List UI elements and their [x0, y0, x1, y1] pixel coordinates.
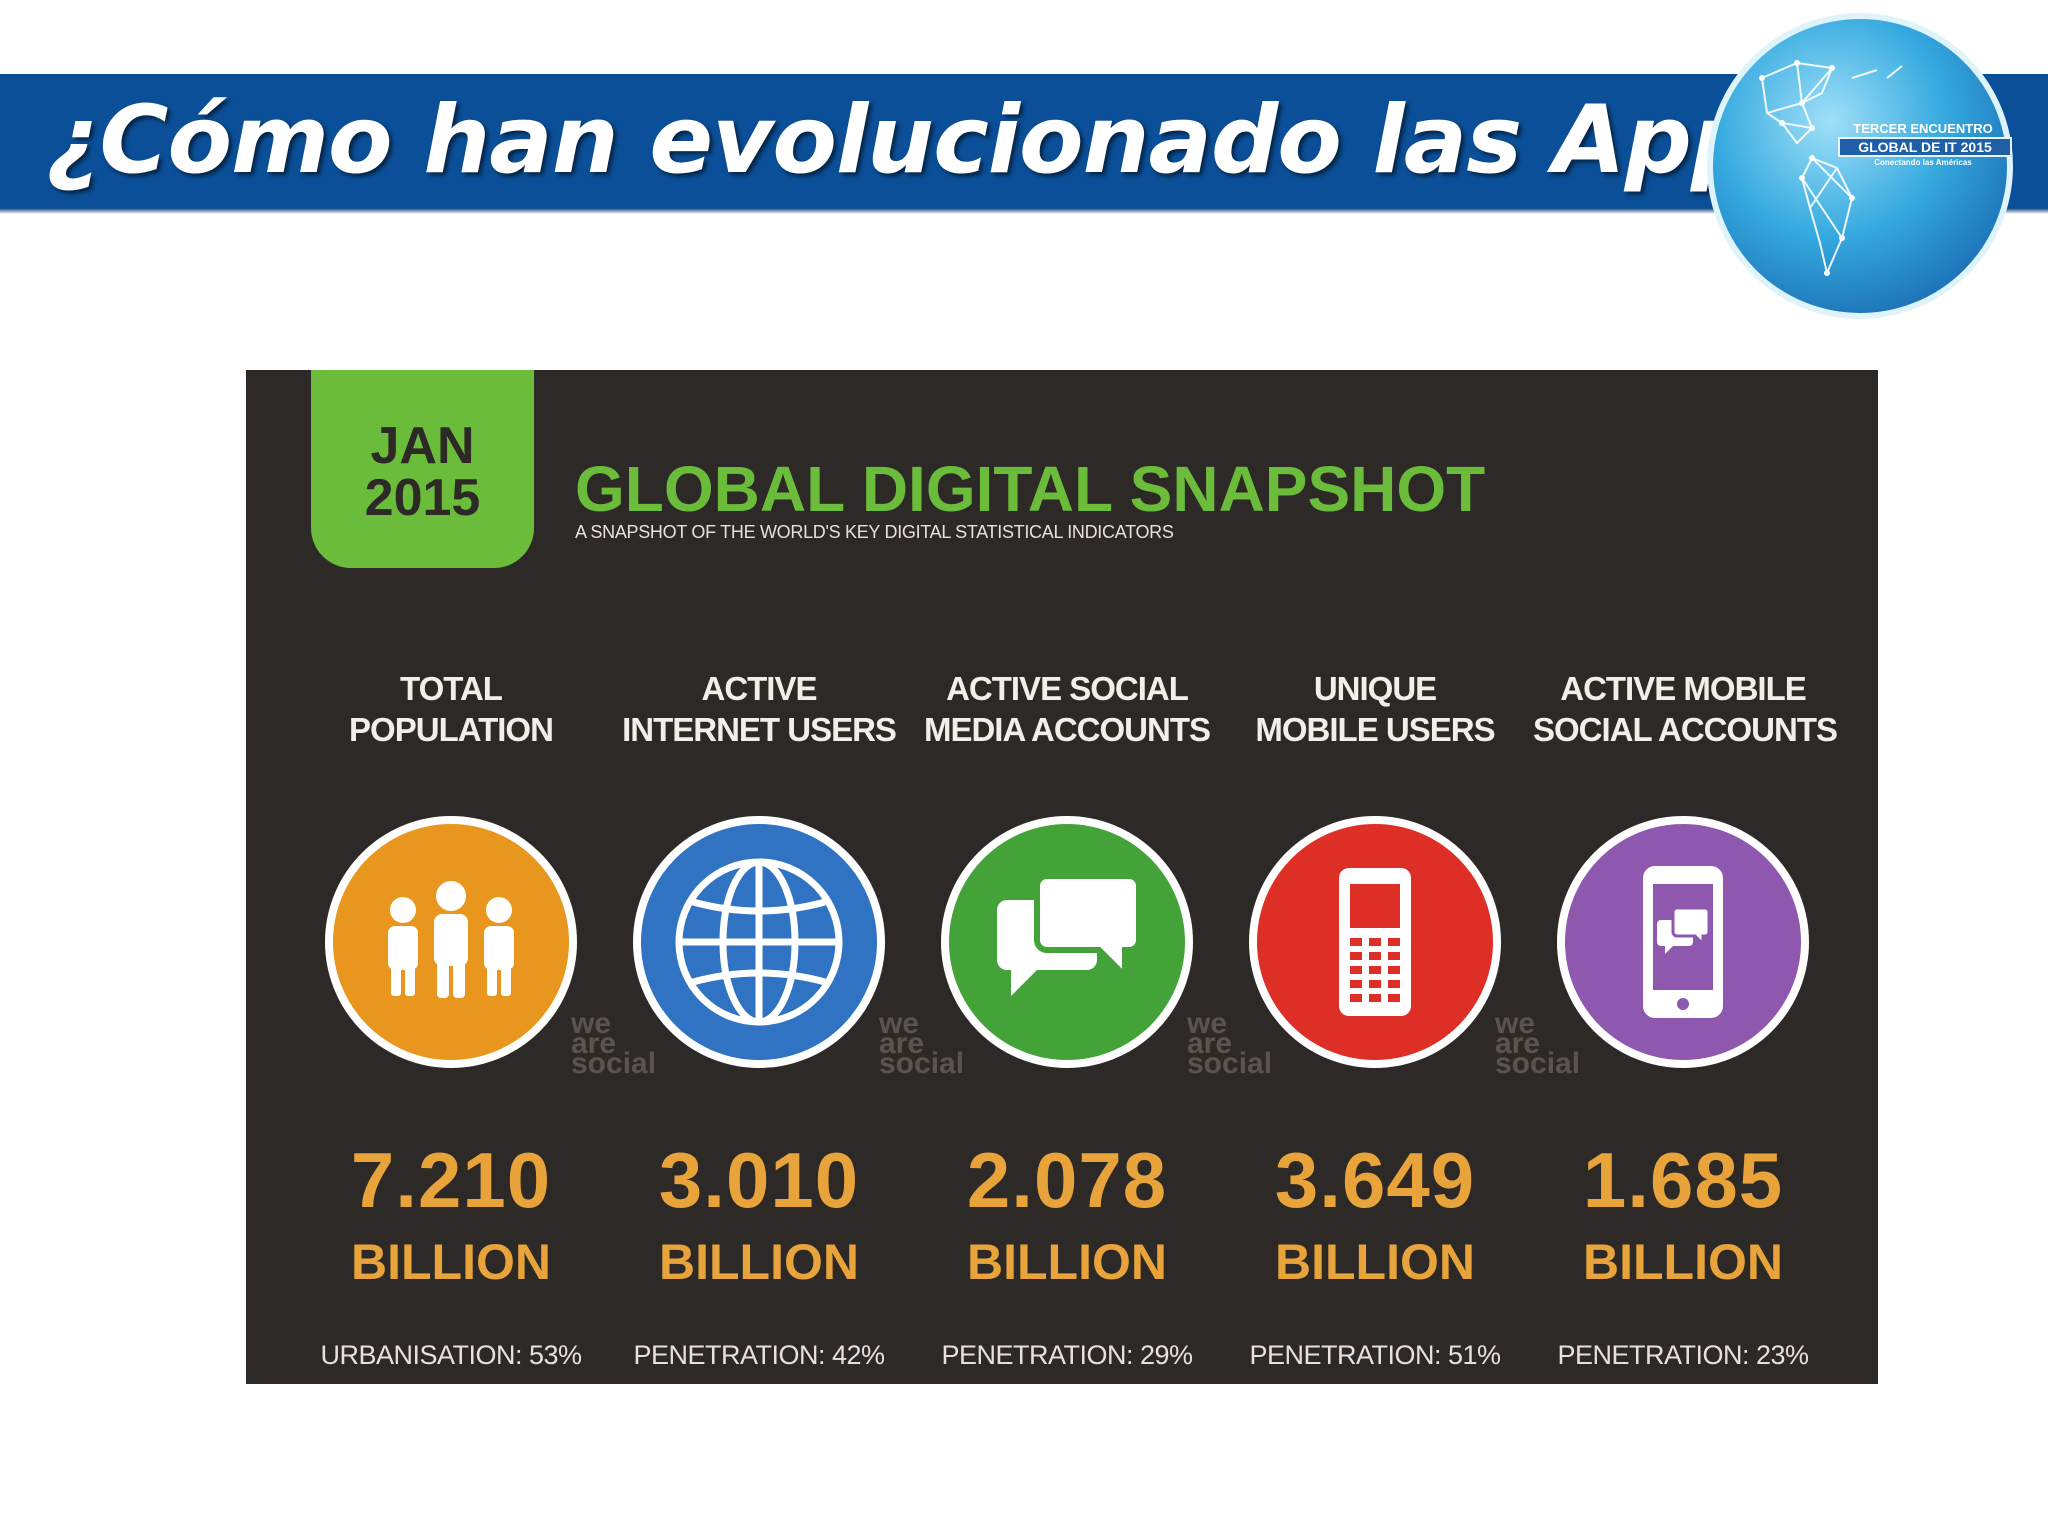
snapshot-title: GLOBAL DIGITAL SNAPSHOT: [575, 453, 1486, 525]
stat-footnote: PENETRATION: 51%: [1249, 1340, 1501, 1370]
stat-label: TOTAL POPULATION: [301, 668, 601, 750]
stat-label: UNIQUE MOBILE USERS: [1225, 668, 1525, 750]
stat-label: ACTIVE MOBILE SOCIAL ACCOUNTS: [1533, 668, 1838, 750]
logo-text-line2: GLOBAL DE IT 2015: [1838, 137, 2012, 157]
stat-label-line: ACTIVE: [701, 670, 817, 707]
we-are-social-watermark: we are social: [1187, 1007, 1277, 1080]
watermark-line: we: [1187, 1007, 1228, 1040]
stat-label-line: POPULATION: [349, 711, 554, 748]
stat-value: 2.078: [966, 1136, 1168, 1224]
stat-value: 3.649: [1274, 1136, 1476, 1224]
stat-label-line: UNIQUE: [1313, 670, 1437, 707]
stat-unit: BILLION: [1275, 1234, 1475, 1290]
watermark-line: are: [1495, 1027, 1541, 1060]
stat-label-line: TOTAL: [400, 670, 503, 707]
stat-footnote: PENETRATION: 23%: [1557, 1340, 1809, 1370]
stat-unit: BILLION: [351, 1234, 551, 1290]
stat-unit: BILLION: [967, 1234, 1167, 1290]
watermark-line: we: [571, 1007, 612, 1040]
stat-unit: BILLION: [1583, 1234, 1783, 1290]
watermark-line: are: [571, 1027, 617, 1060]
watermark-line: are: [1187, 1027, 1233, 1060]
stat-label-line: MEDIA ACCOUNTS: [923, 711, 1211, 748]
globe-logo: [1707, 13, 2013, 319]
stat-label-line: SOCIAL ACCOUNTS: [1533, 711, 1838, 748]
mobile-phone-icon: [1339, 868, 1411, 1016]
stat-label: ACTIVE INTERNET USERS: [609, 668, 909, 750]
stat-circle: [941, 816, 1193, 1068]
logo-text-line3: Conectando las Américas: [1874, 158, 1972, 167]
stat-unit: BILLION: [659, 1234, 859, 1290]
stat-footnote: PENETRATION: 42%: [633, 1340, 885, 1370]
stat-label-line: MOBILE USERS: [1255, 711, 1495, 748]
we-are-social-watermark: we are social: [571, 1007, 661, 1080]
stat-value: 3.010: [658, 1136, 860, 1224]
globe-icon: [675, 858, 843, 1026]
stat-footnote: URBANISATION: 53%: [320, 1340, 582, 1370]
snapshot-subtitle: A SNAPSHOT OF THE WORLD'S KEY DIGITAL ST…: [575, 522, 1174, 542]
infographic-panel: JAN 2015 GLOBAL DIGITAL SNAPSHOT A SNAPS…: [246, 370, 1878, 1384]
logo-text-line1: TERCER ENCUENTRO: [1853, 121, 1993, 136]
stat-social-media-accounts: ACTIVE SOCIAL MEDIA ACCOUNTS we are soci…: [917, 370, 1272, 1384]
stat-circle: [325, 816, 577, 1068]
stat-circle: [633, 816, 885, 1068]
date-year: 2015: [364, 469, 481, 527]
stat-label: ACTIVE SOCIAL MEDIA ACCOUNTS: [917, 668, 1217, 750]
stat-mobile-social-accounts: ACTIVE MOBILE SOCIAL ACCOUNTS we are soc…: [1533, 370, 1838, 1384]
stat-circle: [1557, 816, 1809, 1068]
stat-footnote: PENETRATION: 29%: [941, 1340, 1193, 1370]
smartphone-chat-icon: [1643, 866, 1723, 1018]
watermark-line: social: [1495, 1047, 1581, 1080]
stat-value: 1.685: [1582, 1136, 1784, 1224]
watermark-line: social: [571, 1047, 657, 1080]
we-are-social-watermark: we are social: [1495, 1007, 1585, 1080]
we-are-social-watermark: we are social: [879, 1007, 969, 1080]
stat-value: 7.210: [350, 1136, 552, 1224]
stat-label-line: INTERNET USERS: [622, 711, 897, 748]
watermark-line: are: [879, 1027, 925, 1060]
stat-unique-mobile-users: UNIQUE MOBILE USERS we are social 3.649: [1225, 370, 1580, 1384]
watermark-line: social: [1187, 1047, 1273, 1080]
stat-label-line: ACTIVE SOCIAL: [946, 670, 1189, 707]
watermark-line: we: [879, 1007, 920, 1040]
people-icon: [388, 881, 514, 998]
title-bar: [0, 74, 2048, 214]
stat-internet-users: ACTIVE INTERNET USERS we are social 3.01…: [609, 370, 964, 1384]
watermark-line: we: [1495, 1007, 1536, 1040]
speech-bubbles-icon: [997, 873, 1142, 996]
stat-circle: [1249, 816, 1501, 1068]
stat-total-population: TOTAL POPULATION: [301, 370, 656, 1384]
watermark-line: social: [879, 1047, 965, 1080]
stat-label-line: ACTIVE MOBILE: [1560, 670, 1807, 707]
date-month: JAN: [370, 417, 475, 475]
date-tab: JAN 2015: [311, 370, 534, 568]
page-title: ¿Cómo han evolucionado las Apps?: [46, 86, 1867, 195]
